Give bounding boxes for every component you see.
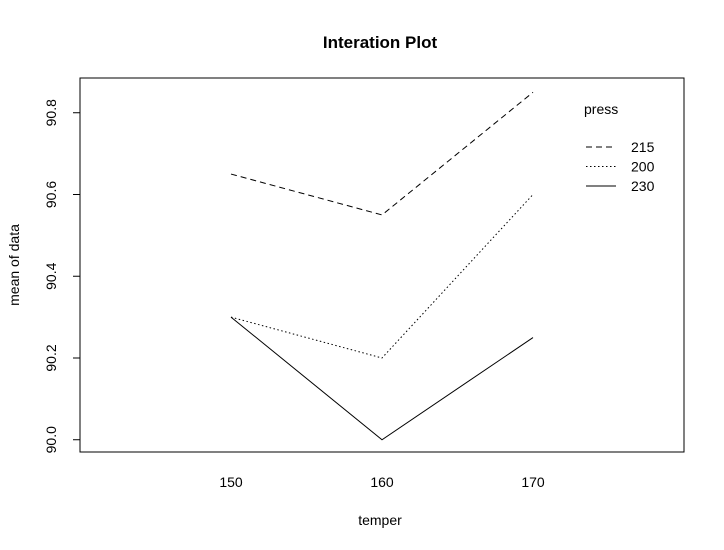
y-axis: 90.0 90.2 90.4 90.6 90.8 [43,99,81,453]
x-tick-label: 170 [521,474,545,490]
y-tick-label: 90.0 [43,426,59,453]
chart-title: Interation Plot [323,33,438,52]
x-axis-label: temper [358,512,402,528]
series-line-230 [230,316,534,441]
y-tick-label: 90.6 [43,181,59,208]
x-axis: 150 160 170 [219,474,545,490]
series-lines [230,91,534,441]
y-tick-label: 90.8 [43,99,59,126]
series-line-200 [230,194,534,359]
legend-label-230: 230 [631,178,655,194]
x-tick-label: 150 [219,474,243,490]
y-tick-label: 90.2 [43,344,59,371]
x-tick-label: 160 [370,474,394,490]
legend-label-215: 215 [631,139,655,155]
legend-title: press [584,101,618,117]
plot-frame [79,77,685,453]
y-tick-label: 90.4 [43,262,59,289]
legend: press 215 200 230 [584,101,655,194]
y-axis-label: mean of data [6,224,22,306]
legend-label-200: 200 [631,159,655,175]
series-line-215 [230,91,534,216]
